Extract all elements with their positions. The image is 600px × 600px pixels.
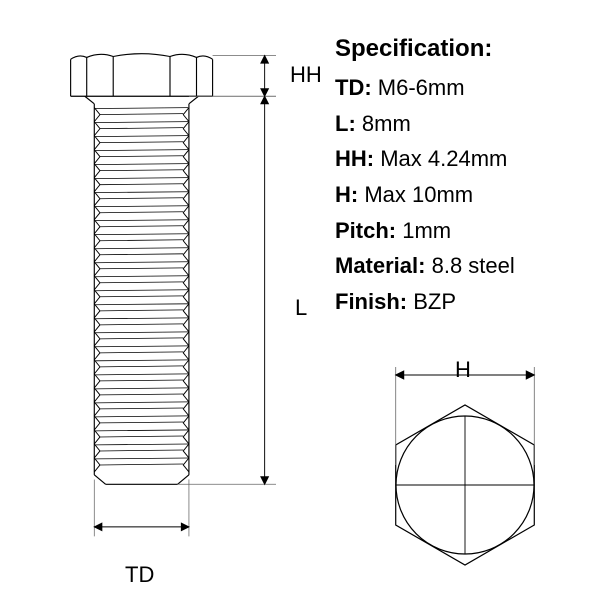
diagram-container: HH L TD Specification: TD: M6-6mm L: 8mm H… [0, 0, 600, 600]
spec-title: Specification: [335, 35, 590, 63]
spec-row: Finish: BZP [335, 287, 590, 317]
spec-row-value: 1mm [396, 218, 451, 243]
td-label: TD [125, 562, 154, 588]
spec-row: Pitch: 1mm [335, 216, 590, 246]
spec-row-label: Finish: [335, 289, 407, 314]
spec-row-value: 8mm [356, 111, 411, 136]
spec-row-value: BZP [407, 289, 456, 314]
h-label: H [455, 357, 471, 383]
specification-block: Specification: TD: M6-6mm L: 8mm HH: Max 4… [335, 35, 590, 323]
l-label: L [295, 295, 307, 321]
spec-row-label: TD: [335, 75, 372, 100]
spec-row-value: 8.8 steel [425, 253, 514, 278]
spec-row-label: L: [335, 111, 356, 136]
spec-row-label: H: [335, 182, 358, 207]
hex-top-view [360, 350, 570, 570]
spec-row-value: M6-6mm [372, 75, 465, 100]
spec-row-value: Max 10mm [358, 182, 473, 207]
spec-row: Material: 8.8 steel [335, 251, 590, 281]
spec-row-label: Pitch: [335, 218, 396, 243]
spec-row: H: Max 10mm [335, 180, 590, 210]
spec-row-value: Max 4.24mm [374, 146, 507, 171]
hh-label: HH [290, 62, 322, 88]
spec-row: TD: M6-6mm [335, 73, 590, 103]
spec-row-label: HH: [335, 146, 374, 171]
spec-row: L: 8mm [335, 109, 590, 139]
spec-row: HH: Max 4.24mm [335, 144, 590, 174]
spec-row-label: Material: [335, 253, 425, 278]
bolt-side-view [20, 30, 320, 560]
